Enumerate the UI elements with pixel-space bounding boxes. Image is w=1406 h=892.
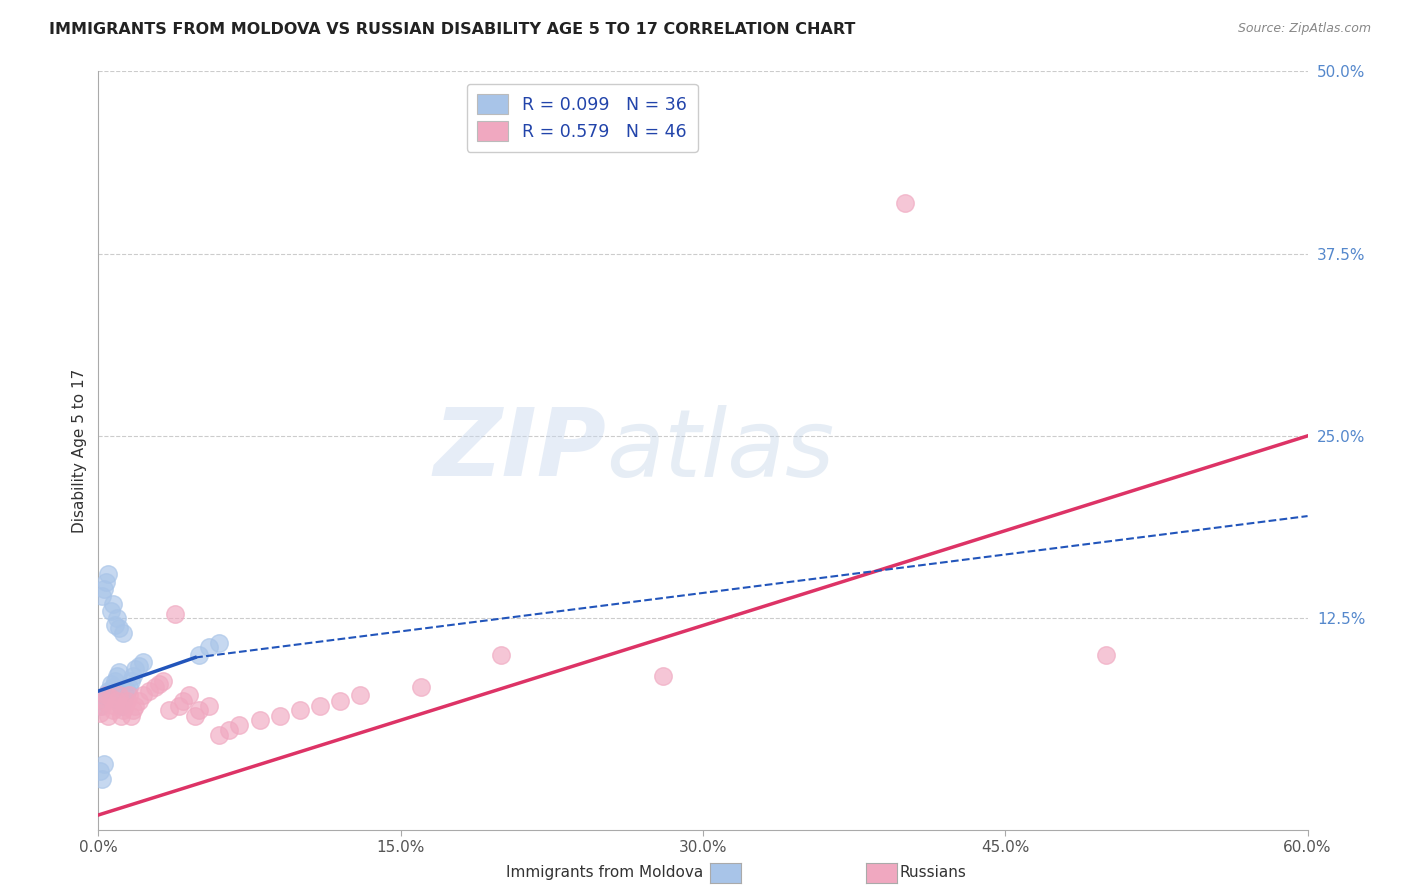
Point [101, 703, 124, 717]
Point [121, 703, 143, 717]
Text: Russians: Russians [900, 865, 967, 880]
Point [128, 659, 150, 673]
Point [89, 698, 111, 713]
Point [184, 708, 207, 723]
Point [172, 694, 194, 708]
Point [101, 597, 124, 611]
Point [148, 677, 170, 691]
Point [105, 611, 128, 625]
Point [100, 604, 122, 618]
Point [124, 698, 146, 713]
Text: IMMIGRANTS FROM MOLDOVA VS RUSSIAN DISABILITY AGE 5 TO 17 CORRELATION CHART: IMMIGRANTS FROM MOLDOVA VS RUSSIAN DISAB… [49, 22, 856, 37]
Point [100, 691, 122, 706]
Text: ZIP: ZIP [433, 404, 606, 497]
Point [120, 673, 142, 688]
Point [329, 694, 352, 708]
Point [132, 689, 155, 703]
Point [309, 698, 332, 713]
Point [491, 648, 513, 662]
Point [114, 689, 136, 703]
Point [269, 708, 291, 723]
Point [105, 694, 128, 708]
Point [138, 684, 160, 698]
Point [107, 665, 129, 679]
Point [124, 662, 146, 676]
Point [115, 684, 138, 698]
Point [96, 689, 118, 703]
Point [218, 723, 240, 738]
Text: Source: ZipAtlas.com: Source: ZipAtlas.com [1237, 22, 1371, 36]
Point [97, 684, 120, 698]
Point [409, 680, 432, 694]
Point [93, 694, 115, 708]
Point [118, 680, 141, 694]
Point [96, 689, 118, 703]
Point [349, 689, 371, 703]
Point [105, 669, 128, 683]
Point [103, 698, 125, 713]
Point [110, 708, 132, 723]
Point [179, 689, 201, 703]
Point [167, 698, 190, 713]
Point [1095, 648, 1118, 662]
Point [893, 195, 915, 210]
Point [198, 640, 221, 655]
Point [198, 698, 221, 713]
Point [97, 567, 120, 582]
Point [89, 764, 111, 779]
Point [249, 713, 271, 727]
Text: atlas: atlas [606, 405, 835, 496]
Point [110, 698, 132, 713]
Point [114, 698, 136, 713]
Point [111, 694, 134, 708]
Point [228, 717, 250, 731]
Point [89, 706, 111, 720]
Point [103, 673, 125, 688]
Point [93, 582, 115, 596]
Point [143, 680, 166, 694]
Point [96, 574, 118, 589]
Point [651, 669, 673, 683]
Point [91, 772, 114, 786]
Point [188, 648, 211, 662]
Point [93, 756, 115, 771]
Point [103, 618, 125, 632]
Point [91, 698, 114, 713]
Point [97, 708, 120, 723]
Legend: R = 0.099   N = 36, R = 0.579   N = 46: R = 0.099 N = 36, R = 0.579 N = 46 [467, 84, 697, 152]
Point [101, 680, 124, 694]
Y-axis label: Disability Age 5 to 17: Disability Age 5 to 17 [72, 368, 87, 533]
Point [288, 703, 311, 717]
Point [157, 703, 180, 717]
Point [107, 689, 129, 703]
Point [91, 691, 114, 706]
Point [208, 728, 231, 742]
Point [91, 589, 114, 603]
Point [132, 655, 155, 669]
Point [111, 625, 134, 640]
Point [188, 703, 211, 717]
Point [208, 636, 231, 650]
Point [115, 694, 138, 708]
Point [121, 669, 143, 683]
Point [111, 703, 134, 717]
Point [107, 621, 129, 635]
Point [120, 708, 142, 723]
Text: Immigrants from Moldova: Immigrants from Moldova [506, 865, 703, 880]
Point [128, 694, 150, 708]
Point [100, 677, 122, 691]
Point [163, 607, 186, 621]
Point [93, 694, 115, 708]
Point [152, 673, 174, 688]
Point [118, 689, 141, 703]
